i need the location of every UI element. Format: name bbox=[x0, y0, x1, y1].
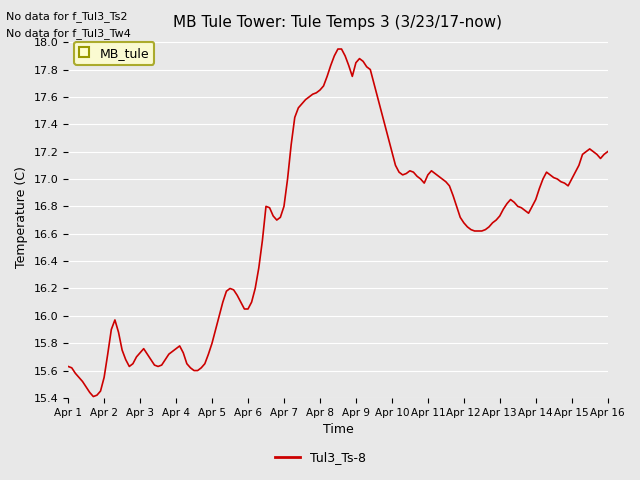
Y-axis label: Temperature (C): Temperature (C) bbox=[15, 166, 28, 267]
Legend: Tul3_Ts-8: Tul3_Ts-8 bbox=[269, 446, 371, 469]
X-axis label: Time: Time bbox=[323, 423, 353, 436]
Text: No data for f_Tul3_Tw4: No data for f_Tul3_Tw4 bbox=[6, 28, 131, 39]
Text: No data for f_Tul3_Ts2: No data for f_Tul3_Ts2 bbox=[6, 11, 128, 22]
Title: MB Tule Tower: Tule Temps 3 (3/23/17-now): MB Tule Tower: Tule Temps 3 (3/23/17-now… bbox=[173, 15, 502, 30]
Legend: MB_tule: MB_tule bbox=[74, 42, 154, 65]
